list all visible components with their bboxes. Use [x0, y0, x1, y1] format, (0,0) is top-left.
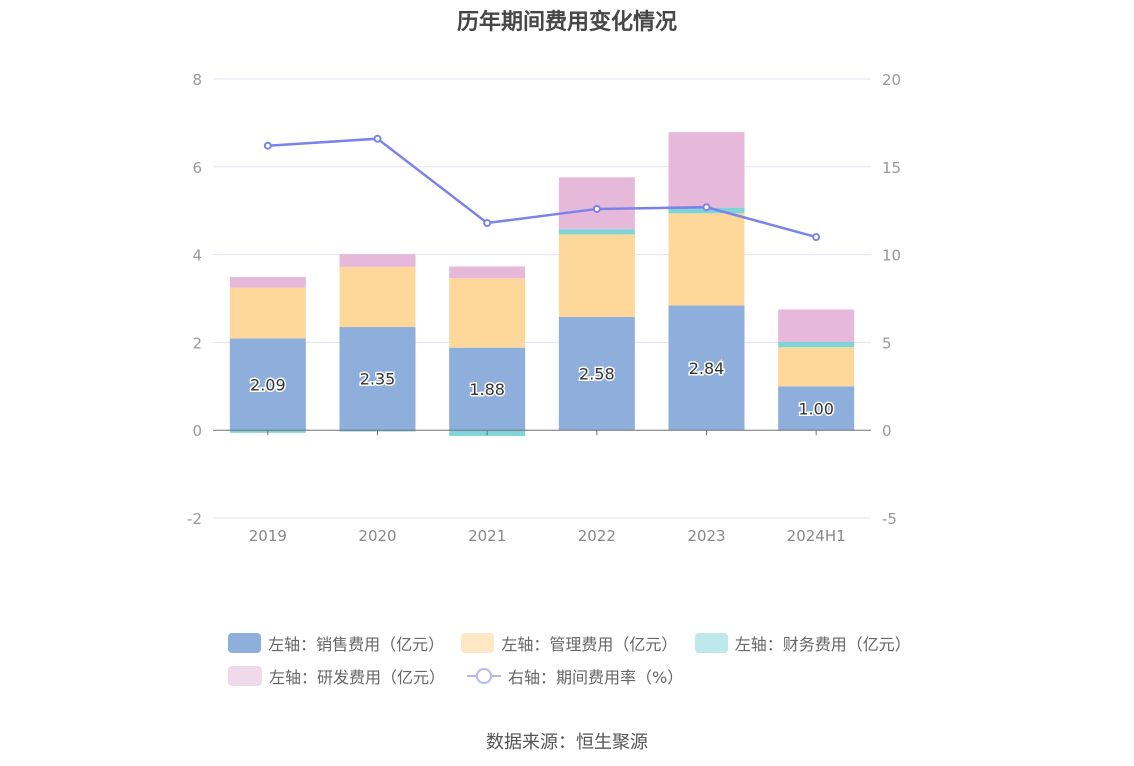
data-source: 数据来源：恒生聚源 — [486, 732, 648, 753]
legend-swatch-expense-ratio — [467, 666, 502, 686]
bar-admin — [668, 213, 745, 306]
bar-finance — [778, 341, 855, 348]
x-tick-label: 2020 — [358, 527, 396, 545]
x-tick-label: 2019 — [249, 527, 287, 545]
legend-label-admin: 左轴：管理费用（亿元） — [501, 635, 678, 654]
legend-item-expense-ratio[interactable]: 右轴：期间费用率（%） — [467, 664, 683, 688]
x-tick-label: 2021 — [468, 527, 506, 545]
bar-rnd — [449, 266, 526, 279]
legend-item-admin[interactable]: 左轴：管理费用（亿元） — [461, 631, 678, 655]
data-label: 2.84 — [689, 359, 725, 378]
data-label: 1.88 — [469, 380, 505, 399]
right-tick-label: -5 — [882, 510, 897, 528]
legend-label-finance: 左轴：财务费用（亿元） — [734, 635, 911, 654]
legend-label-sales: 左轴：销售费用（亿元） — [268, 635, 445, 654]
legend-item-finance[interactable]: 左轴：财务费用（亿元） — [694, 631, 911, 655]
bar-admin — [229, 287, 306, 339]
data-label: 2.58 — [579, 365, 615, 384]
expense-ratio-point — [592, 204, 601, 213]
chart-title: 历年期间费用变化情况 — [456, 10, 677, 35]
chart-legend: 左轴：销售费用（亿元） 左轴：管理费用（亿元） 左轴：财务费用（亿元） 左轴：研… — [228, 630, 928, 696]
data-label: 2.09 — [250, 375, 286, 394]
left-tick-label: 4 — [192, 247, 202, 265]
bar-rnd — [668, 132, 745, 208]
bar-admin — [778, 347, 855, 387]
bar-sales — [449, 347, 526, 431]
legend-item-sales[interactable]: 左轴：销售费用（亿元） — [228, 631, 445, 655]
legend-label-expense-ratio: 右轴：期间费用率（%） — [508, 668, 684, 687]
legend-item-rnd[interactable]: 左轴：研发费用（亿元） — [228, 664, 445, 688]
legend-label-rnd: 左轴：研发费用（亿元） — [269, 668, 446, 687]
bar-rnd — [339, 254, 416, 267]
bar-rnd — [229, 276, 306, 288]
bar-admin — [339, 266, 416, 328]
right-tick-label: 15 — [882, 159, 901, 177]
expense-ratio-point — [263, 141, 272, 150]
expense-ratio-point — [373, 134, 382, 143]
x-tick-label: 2022 — [578, 527, 616, 545]
expense-ratio-line — [267, 137, 817, 239]
bar-sales — [558, 316, 635, 431]
right-tick-label: 20 — [882, 71, 901, 89]
bar-sales — [778, 386, 855, 431]
bar-admin — [558, 234, 635, 317]
legend-swatch-finance — [694, 633, 728, 653]
left-tick-label: 8 — [192, 71, 202, 89]
data-label: 1.00 — [798, 399, 834, 418]
expense-ratio-point — [702, 203, 711, 212]
legend-swatch-rnd — [228, 666, 262, 686]
bar-sales — [668, 305, 745, 431]
bar-finance — [558, 229, 635, 235]
bar-sales — [229, 338, 306, 431]
right-tick-label: 5 — [882, 334, 892, 352]
bar-sales — [339, 327, 416, 431]
bar-admin — [449, 278, 526, 348]
legend-swatch-admin — [461, 633, 495, 653]
left-tick-label: 0 — [192, 422, 202, 440]
right-tick-label: 10 — [882, 247, 901, 265]
expense-ratio-point — [483, 218, 492, 227]
bar-rnd — [558, 177, 635, 230]
x-tick-label: 2024H1 — [787, 527, 846, 545]
right-tick-label: 0 — [882, 422, 892, 440]
expense-ratio-point — [812, 233, 821, 242]
left-tick-label: -2 — [187, 510, 202, 528]
bar-rnd — [778, 309, 855, 342]
left-tick-label: 6 — [192, 159, 202, 177]
x-tick-label: 2023 — [687, 527, 725, 545]
data-label: 2.35 — [360, 370, 396, 389]
legend-swatch-sales — [228, 633, 262, 653]
left-tick-label: 2 — [192, 334, 202, 352]
